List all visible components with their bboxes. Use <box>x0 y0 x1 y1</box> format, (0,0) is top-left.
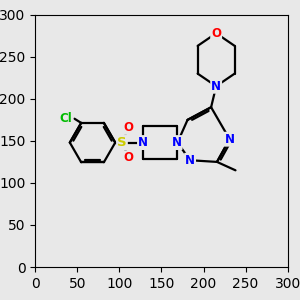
Text: N: N <box>211 80 221 93</box>
Text: S: S <box>117 136 127 149</box>
Text: O: O <box>211 27 221 40</box>
Text: N: N <box>138 136 148 149</box>
Text: O: O <box>124 121 134 134</box>
Text: Cl: Cl <box>60 112 72 125</box>
Text: O: O <box>124 151 134 164</box>
Text: N: N <box>225 133 235 146</box>
Text: N: N <box>185 154 195 167</box>
Text: N: N <box>172 136 182 149</box>
